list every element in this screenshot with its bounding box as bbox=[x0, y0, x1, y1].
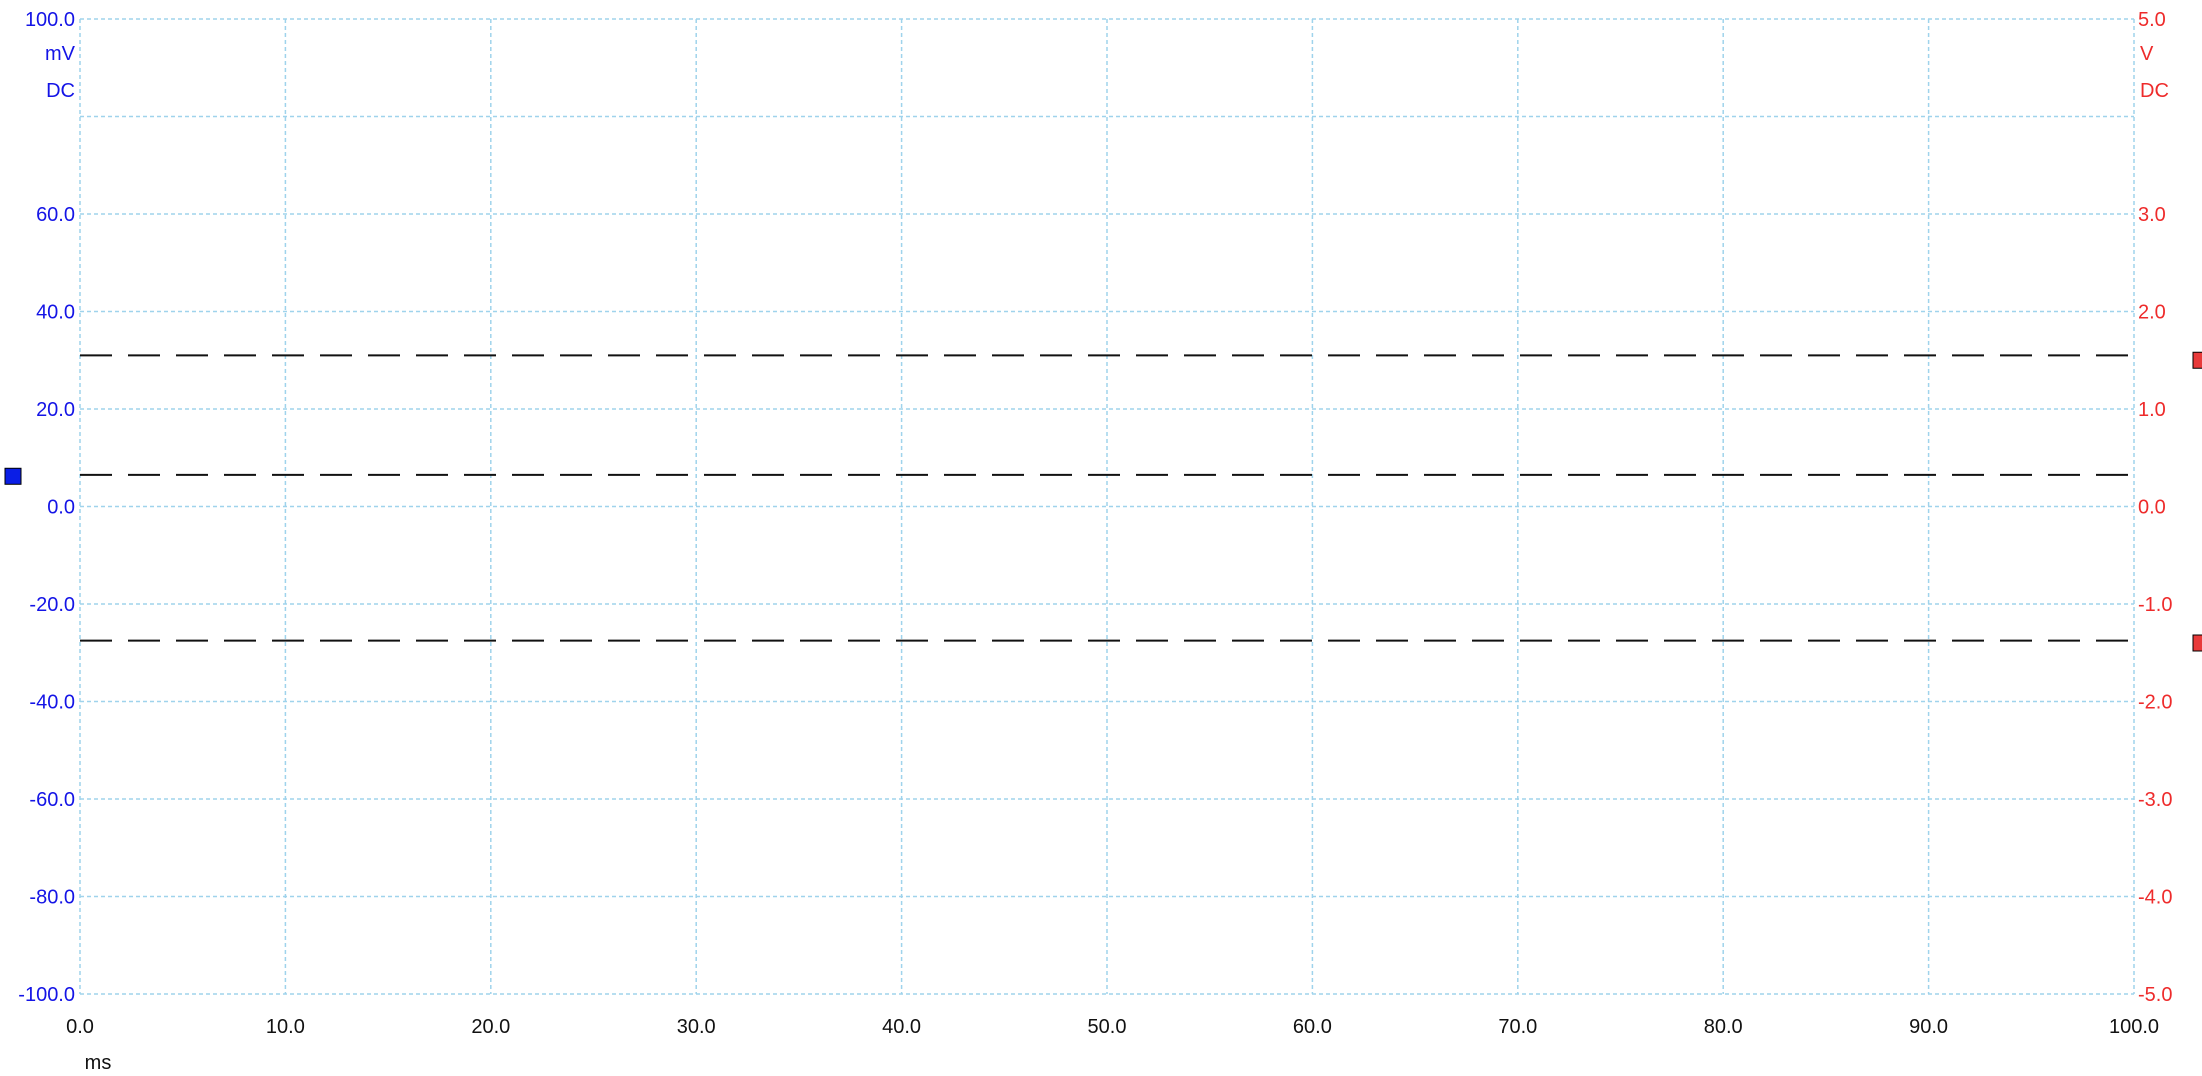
right-axis-tick-label: 0.0 bbox=[2138, 497, 2166, 519]
left-axis-tick-label: 40.0 bbox=[36, 302, 75, 324]
x-axis-tick-label: 80.0 bbox=[1704, 1016, 1743, 1038]
left-axis-tick-label: -20.0 bbox=[29, 594, 75, 616]
left-axis-tick-label: -80.0 bbox=[29, 887, 75, 909]
right-axis-tick-label: 5.0 bbox=[2138, 9, 2166, 31]
left-axis-tick-label: 100.0 bbox=[25, 9, 75, 31]
x-axis-tick-label: 40.0 bbox=[882, 1016, 921, 1038]
x-axis-unit: ms bbox=[85, 1052, 112, 1074]
x-axis-ticks: 0.0 10.0 20.0 30.0 40.0 50.0 60.0 70.0 80.0 90.0 1… bbox=[66, 1016, 2159, 1038]
x-axis-tick-label: 20.0 bbox=[471, 1016, 510, 1038]
right-axis-tick-label: 1.0 bbox=[2138, 399, 2166, 421]
left-axis-tick-label: -100.0 bbox=[18, 984, 75, 1006]
x-axis-tick-label: 100.0 bbox=[2109, 1016, 2159, 1038]
channel-a-offset-marker[interactable] bbox=[4, 467, 22, 485]
x-axis-tick-label: 50.0 bbox=[1088, 1016, 1127, 1038]
x-axis-tick-label: 70.0 bbox=[1498, 1016, 1537, 1038]
right-axis-unit: V bbox=[2140, 43, 2154, 65]
left-axis-unit: mV bbox=[45, 43, 76, 65]
left-axis-coupling: DC bbox=[46, 80, 75, 102]
x-axis-tick-label: 10.0 bbox=[266, 1016, 305, 1038]
grid bbox=[79, 18, 2135, 995]
left-axis-tick-label: 60.0 bbox=[36, 204, 75, 226]
right-axis-tick-label: -4.0 bbox=[2138, 887, 2172, 909]
channel-b-offset-marker[interactable] bbox=[2192, 351, 2202, 369]
right-axis-tick-label: -3.0 bbox=[2138, 789, 2172, 811]
channel-markers[interactable] bbox=[4, 351, 2202, 652]
right-axis-tick-label: 3.0 bbox=[2138, 204, 2166, 226]
left-axis-tick-label: -40.0 bbox=[29, 692, 75, 714]
x-axis-tick-label: 60.0 bbox=[1293, 1016, 1332, 1038]
x-axis-tick-label: 30.0 bbox=[677, 1016, 716, 1038]
right-axis-tick-label: -1.0 bbox=[2138, 594, 2172, 616]
left-axis-tick-label: -60.0 bbox=[29, 789, 75, 811]
left-axis-ticks: 100.0 60.0 40.0 20.0 0.0 -20.0 -40.0 -60.0 -80.0… bbox=[18, 9, 75, 1006]
channel-b-offset-marker[interactable] bbox=[2192, 634, 2202, 652]
x-axis-tick-label: 90.0 bbox=[1909, 1016, 1948, 1038]
x-axis-tick-label: 0.0 bbox=[66, 1016, 94, 1038]
left-axis-tick-label: 0.0 bbox=[47, 497, 75, 519]
right-axis-ticks: 5.0 3.0 2.0 1.0 0.0 -1.0 -2.0 -3.0 -4.0 -5.0 bbox=[2138, 9, 2172, 1006]
right-axis-tick-label: 2.0 bbox=[2138, 302, 2166, 324]
threshold-lines bbox=[80, 354, 2134, 642]
left-axis-tick-label: 20.0 bbox=[36, 399, 75, 421]
right-axis-coupling: DC bbox=[2140, 80, 2169, 102]
right-axis-tick-label: -2.0 bbox=[2138, 692, 2172, 714]
right-axis-tick-label: -5.0 bbox=[2138, 984, 2172, 1006]
